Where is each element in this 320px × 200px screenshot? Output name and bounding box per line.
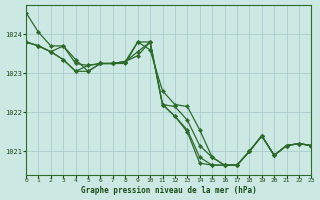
- X-axis label: Graphe pression niveau de la mer (hPa): Graphe pression niveau de la mer (hPa): [81, 186, 257, 195]
